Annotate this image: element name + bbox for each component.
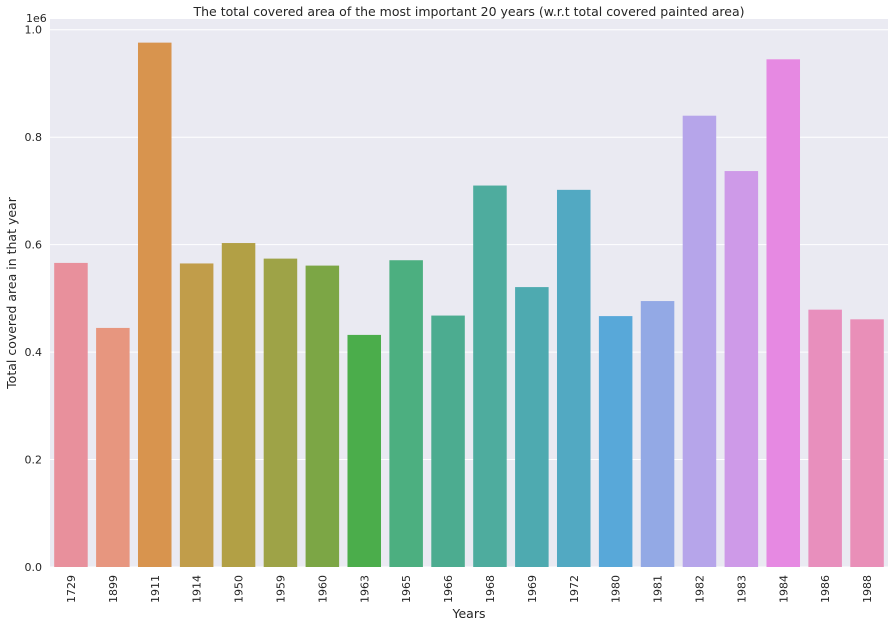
bar-1981 — [640, 301, 675, 567]
x-tick-label-1965: 1965 — [400, 575, 413, 603]
y-tick-label: 0.2 — [25, 454, 43, 467]
x-tick-label-1914: 1914 — [191, 575, 204, 603]
bar-1969 — [515, 287, 549, 567]
x-tick-label-1969: 1969 — [526, 575, 539, 603]
bar-1984 — [766, 59, 801, 567]
x-tick-label-1729: 1729 — [65, 575, 78, 603]
bar-1982 — [682, 115, 717, 568]
bar-1963 — [347, 334, 382, 567]
x-tick-label-1984: 1984 — [777, 575, 790, 603]
x-tick-label-1899: 1899 — [107, 575, 120, 603]
y-tick-label: 0.0 — [25, 561, 43, 574]
x-tick-label-1959: 1959 — [274, 575, 287, 603]
x-tick-label-1982: 1982 — [693, 575, 706, 603]
x-tick-label-1986: 1986 — [819, 575, 832, 603]
y-scale-label: 1e6 — [26, 12, 47, 25]
y-tick-label: 0.4 — [25, 346, 43, 359]
x-tick-label-1960: 1960 — [316, 575, 329, 603]
y-axis-label: Total covered area in that year — [4, 196, 19, 390]
y-tick-label: 0.8 — [25, 131, 43, 144]
bar-1960 — [305, 265, 340, 567]
bar-1899 — [96, 327, 130, 567]
x-tick-label-1950: 1950 — [233, 575, 246, 603]
bar-1972 — [556, 189, 591, 568]
x-tick-label-1911: 1911 — [149, 575, 162, 603]
bar-1986 — [808, 309, 842, 567]
bar-1966 — [431, 315, 465, 567]
x-tick-label-1966: 1966 — [442, 575, 455, 603]
x-tick-label-1983: 1983 — [735, 575, 748, 603]
bar-1983 — [724, 171, 759, 567]
bar-1968 — [473, 185, 507, 568]
x-tick-label-1988: 1988 — [861, 575, 874, 603]
y-tick-label: 0.6 — [25, 239, 43, 252]
bar-1959 — [263, 258, 298, 567]
bar-1980 — [598, 316, 633, 567]
bar-1988 — [850, 319, 884, 567]
x-tick-labels: 1729 1899 1911 1914 1950 1959 1960 1963 1965 1966… — [65, 575, 874, 603]
x-tick-label-1980: 1980 — [610, 575, 623, 603]
x-axis-label: Years — [452, 606, 486, 621]
bar-1950 — [221, 243, 256, 568]
x-tick-label-1963: 1963 — [358, 575, 371, 603]
x-tick-label-1972: 1972 — [568, 575, 581, 603]
bar-1965 — [389, 260, 423, 567]
y-tick-label: 1.0 — [25, 24, 43, 37]
bar-1911 — [137, 42, 172, 567]
bar-1729 — [54, 262, 88, 567]
bars — [54, 42, 884, 568]
chart-title: The total covered area of the most impor… — [192, 4, 744, 19]
x-tick-label-1968: 1968 — [484, 575, 497, 603]
bar-1914 — [179, 263, 214, 567]
y-tick-labels: 0.0 0.2 0.4 0.6 0.8 1.0 — [25, 24, 43, 574]
x-tick-label-1981: 1981 — [652, 575, 665, 603]
plot-background — [50, 19, 888, 567]
